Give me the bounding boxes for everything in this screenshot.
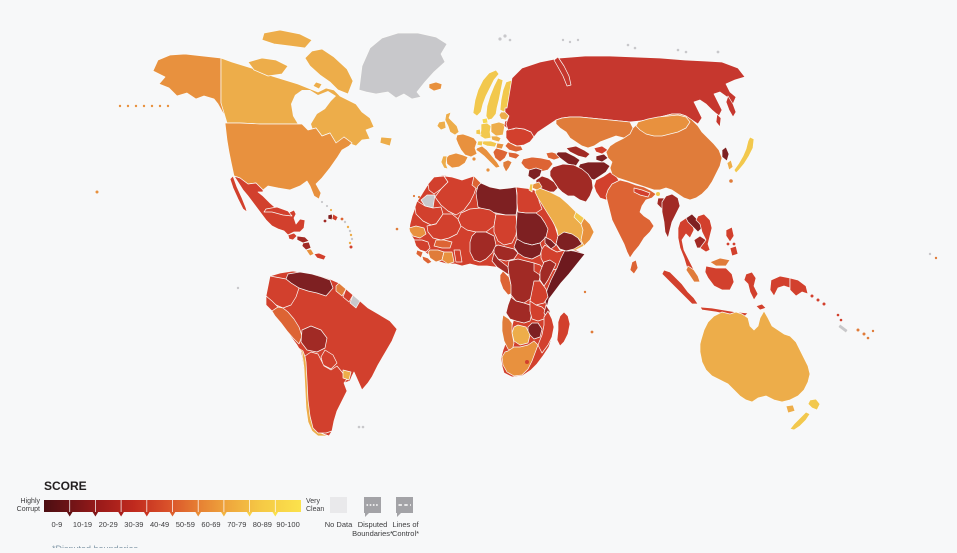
- svg-text:0-9: 0-9: [51, 520, 62, 529]
- svg-text:Lines of: Lines of: [392, 520, 419, 529]
- svg-text:90-100: 90-100: [276, 520, 299, 529]
- svg-text:80-89: 80-89: [253, 520, 272, 529]
- svg-text:30-39: 30-39: [124, 520, 143, 529]
- svg-text:Very: Very: [306, 498, 321, 505]
- svg-text:Control*: Control*: [392, 529, 419, 538]
- svg-text:Disputed: Disputed: [358, 520, 388, 529]
- svg-text:*Disputed boundaries: *Disputed boundaries: [52, 544, 139, 548]
- svg-text:Corrupt: Corrupt: [17, 506, 40, 513]
- svg-text:50-59: 50-59: [176, 520, 195, 529]
- svg-text:SCORE: SCORE: [44, 479, 87, 493]
- svg-text:Clean: Clean: [306, 506, 324, 513]
- svg-text:70-79: 70-79: [227, 520, 246, 529]
- svg-text:10-19: 10-19: [73, 520, 92, 529]
- svg-text:60-69: 60-69: [201, 520, 220, 529]
- svg-text:40-49: 40-49: [150, 520, 169, 529]
- svg-text:20-29: 20-29: [99, 520, 118, 529]
- svg-text:No Data: No Data: [325, 520, 353, 529]
- svg-text:Highly: Highly: [21, 498, 41, 505]
- svg-text:Boundaries*: Boundaries*: [352, 529, 393, 538]
